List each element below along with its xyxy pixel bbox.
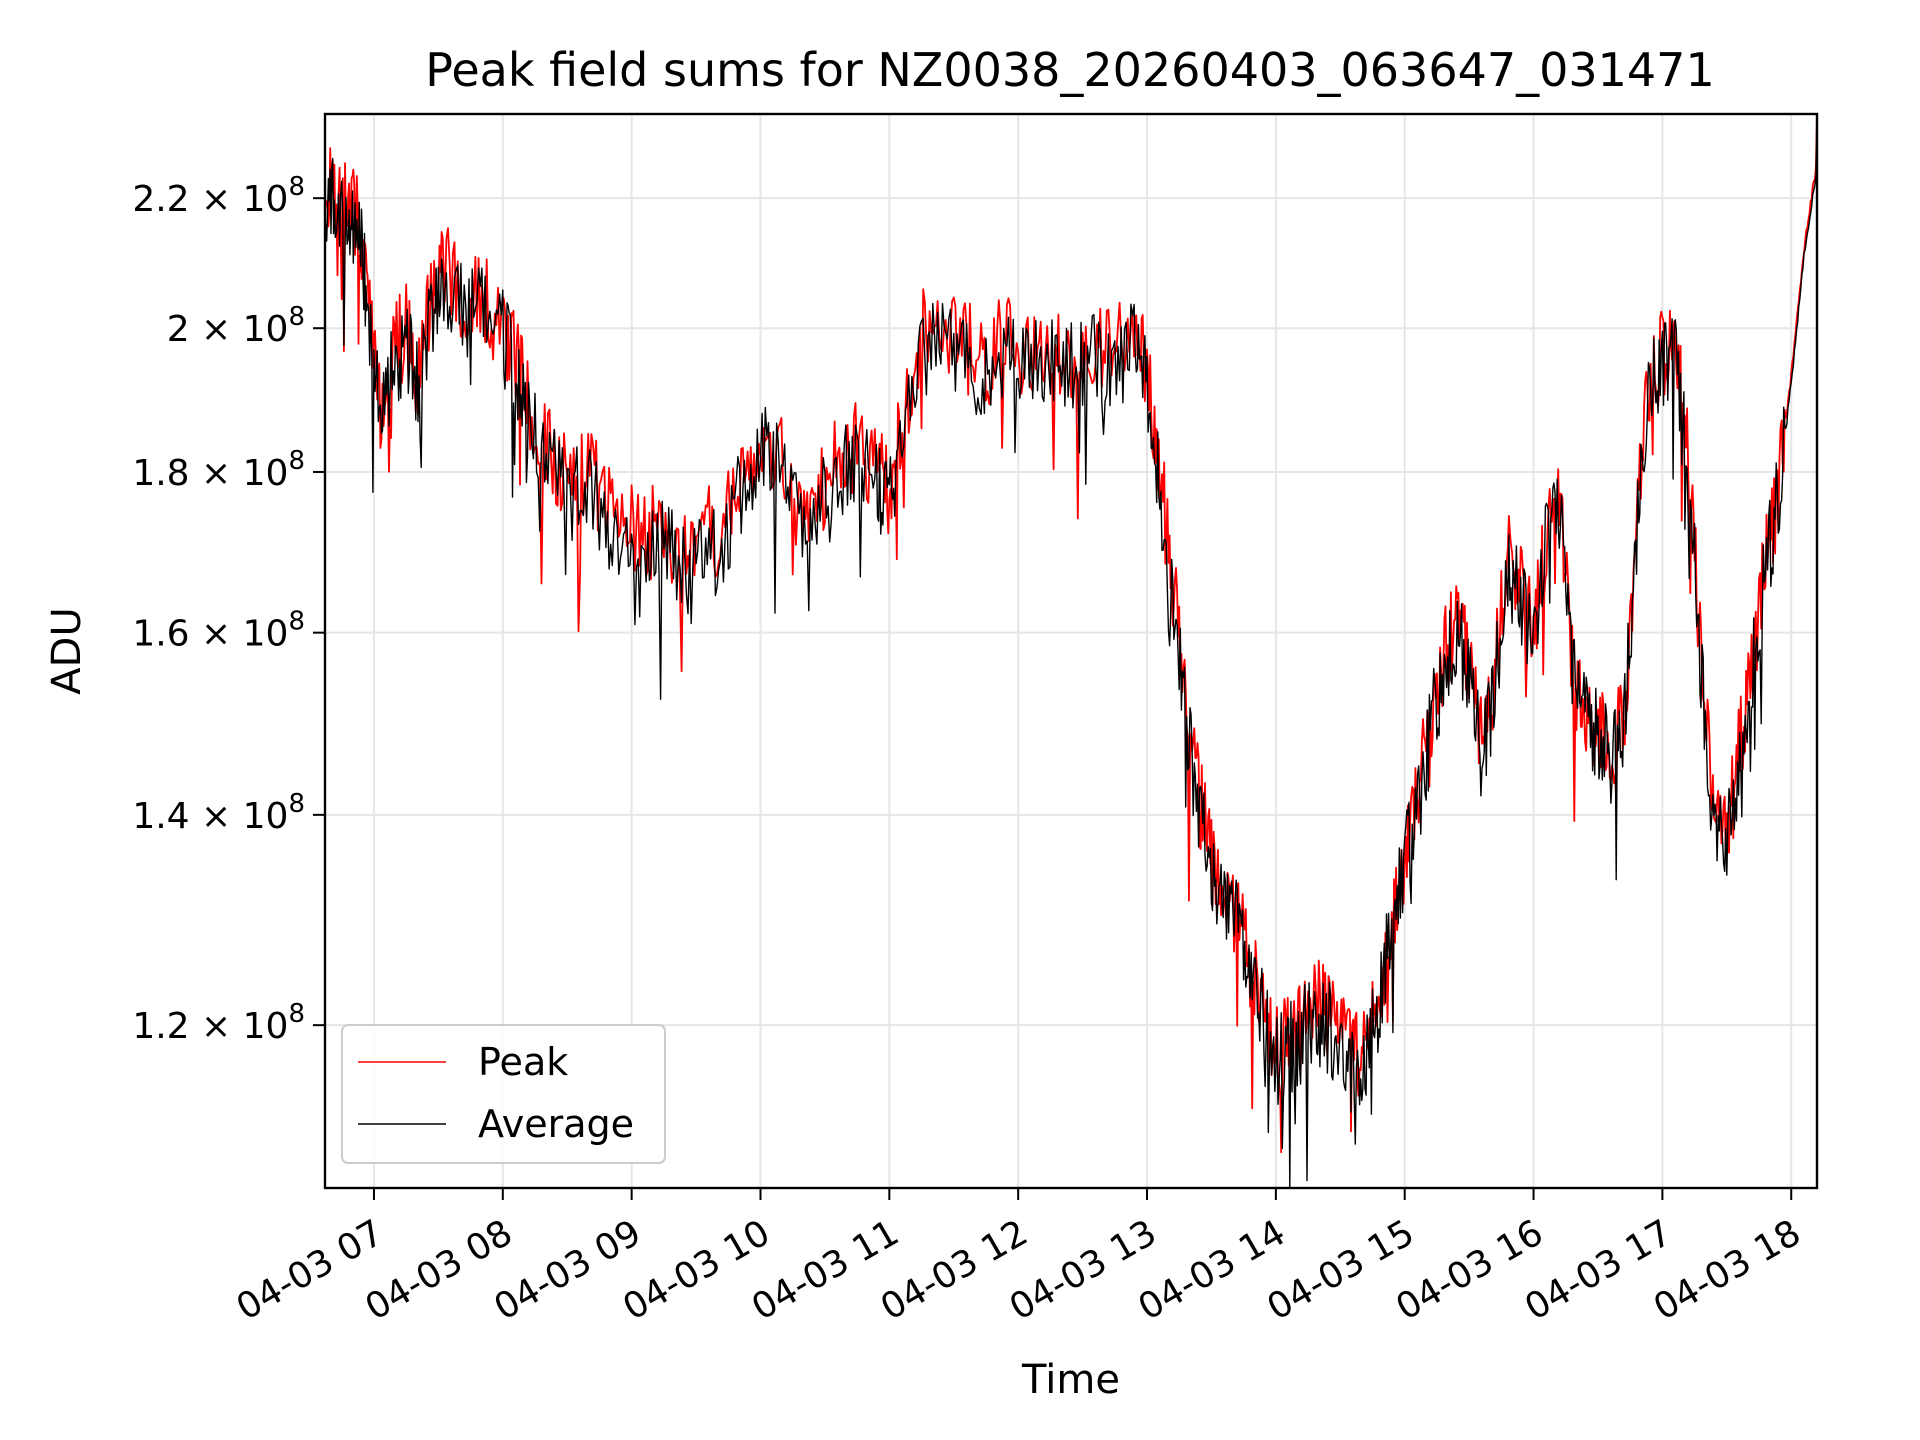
y-tick-label: 1.2 × 108 xyxy=(132,999,305,1047)
y-axis-label: ADU xyxy=(44,607,90,694)
chart-title: Peak field sums for NZ0038_20260403_0636… xyxy=(425,43,1714,97)
y-tick-label: 2 × 108 xyxy=(167,302,305,350)
y-axis-ticks: 1.2 × 108 1.4 × 108 1.6 × 108 1.8 × 108 2 × … xyxy=(132,172,325,1047)
series-line-peak xyxy=(324,113,1818,1154)
series-layer xyxy=(324,113,1818,1189)
legend-peak-label: Peak xyxy=(478,1040,568,1084)
legend-average-label: Average xyxy=(478,1102,634,1146)
series-line-average xyxy=(324,113,1818,1189)
y-tick-label: 1.6 × 108 xyxy=(132,607,305,655)
y-tick-label: 1.8 × 108 xyxy=(132,446,305,494)
x-axis-label: Time xyxy=(1021,1357,1120,1403)
legend: Peak Average xyxy=(341,1024,666,1164)
plot-area-frame xyxy=(323,112,1819,1190)
y-tick-label: 1.4 × 108 xyxy=(132,789,305,837)
y-tick-label: 2.2 × 108 xyxy=(132,172,305,220)
legend-box xyxy=(341,1024,666,1164)
